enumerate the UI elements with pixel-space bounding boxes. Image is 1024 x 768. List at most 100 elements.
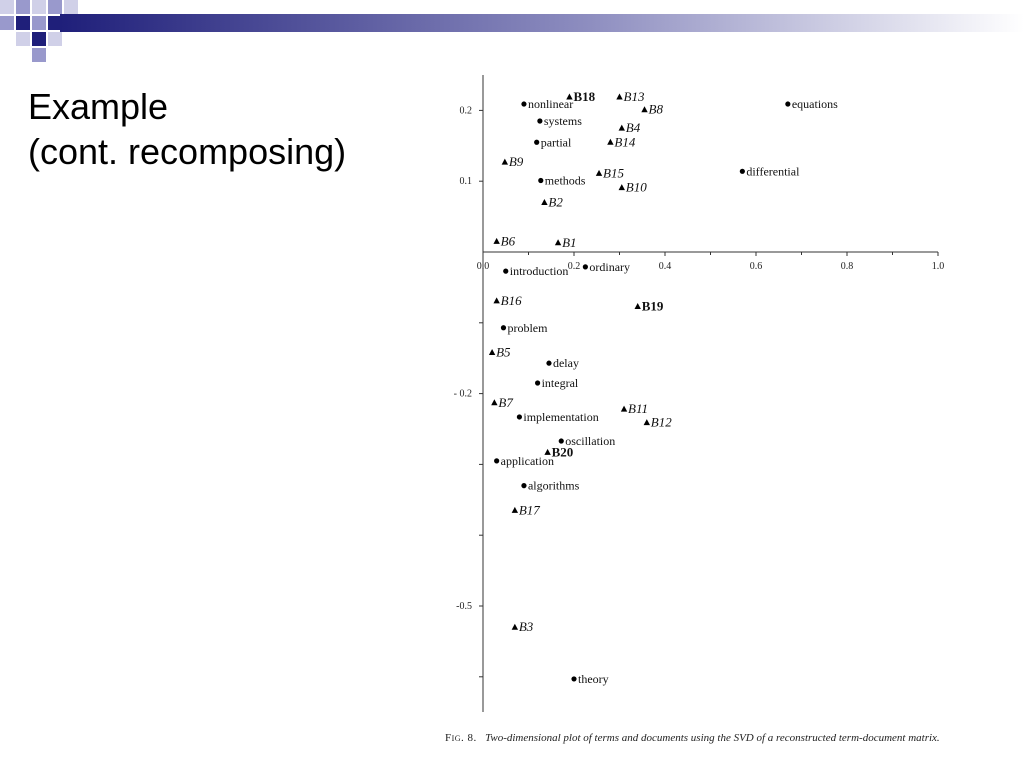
term-label: implementation [523, 410, 598, 424]
term-point [535, 380, 541, 386]
document-label: B15 [603, 165, 624, 180]
slide-title-line-2: (cont. recomposing) [28, 131, 347, 172]
banner-square [0, 0, 14, 14]
document-point [618, 124, 625, 131]
figure-caption-text: Two-dimensional plot of terms and docume… [485, 732, 940, 744]
banner-square [32, 48, 46, 62]
figure-label: Fig. 8. [445, 732, 477, 744]
document-point [616, 93, 623, 100]
term-label: introduction [510, 264, 569, 278]
banner-square [64, 0, 78, 14]
x-tick-label: 0.8 [841, 261, 854, 272]
term-label: application [501, 454, 554, 468]
banner-square [16, 16, 30, 30]
document-label: B3 [519, 619, 534, 634]
term-label: problem [507, 321, 548, 335]
document-point [634, 303, 641, 310]
banner-square [48, 16, 62, 30]
document-label: B20 [552, 444, 574, 459]
term-point [500, 325, 507, 331]
term-label: partial [541, 135, 572, 149]
term-point [582, 264, 588, 270]
document-label: B19 [642, 299, 664, 314]
document-point [491, 399, 498, 406]
y-tick-label: 0.1 [460, 176, 473, 187]
x-tick-label: 0.4 [659, 261, 672, 272]
document-label: B12 [651, 415, 672, 430]
x-tick-label: 0.2 [568, 261, 581, 272]
document-point [641, 106, 648, 113]
document-point [488, 349, 496, 356]
term-label: delay [553, 356, 579, 370]
y-tick-label: 0.2 [460, 105, 473, 116]
term-point [546, 360, 552, 366]
data-points: nonlinear systems partial methods equations d… [488, 89, 838, 686]
document-point [607, 138, 614, 145]
document-point [620, 405, 628, 412]
document-label: B10 [626, 180, 647, 195]
term-point [538, 177, 544, 184]
slide-title-line-1: Example [28, 86, 169, 127]
term-label: equations [792, 97, 838, 111]
term-label: systems [544, 114, 582, 128]
banner-square [16, 0, 30, 14]
term-point [494, 458, 500, 464]
banner-square [32, 16, 46, 30]
banner-gradient-bar [60, 14, 1024, 32]
term-point [785, 101, 791, 107]
document-point [493, 237, 500, 244]
x-tick-label: 1.0 [932, 261, 945, 272]
x-tick-label: 0.0 [477, 261, 490, 272]
y-tick-label: -0.5 [456, 601, 472, 612]
document-point [618, 184, 625, 191]
term-label: nonlinear [528, 97, 573, 111]
slide-title: Example (cont. recomposing) [28, 84, 428, 174]
document-point [541, 198, 548, 205]
banner-square [0, 16, 14, 30]
document-label: B17 [519, 502, 540, 517]
term-point [503, 268, 509, 274]
term-label: theory [578, 672, 609, 686]
document-point [643, 419, 650, 426]
document-point [493, 297, 500, 304]
y-tick-label: - 0.2 [454, 389, 472, 400]
document-label: B4 [626, 120, 641, 135]
figure-caption: Fig. 8. Two-dimensional plot of terms an… [445, 731, 985, 746]
term-label: differential [746, 164, 800, 178]
term-label: oscillation [565, 434, 615, 448]
document-label: B11 [628, 401, 648, 416]
banner-square [16, 32, 30, 46]
x-tick-label: 0.6 [750, 261, 763, 272]
document-label: B14 [614, 134, 635, 149]
term-point [521, 483, 527, 489]
x-ticks: 0.0 0.2 0.4 0.6 0.8 1.0 [477, 252, 945, 272]
document-label: B2 [548, 194, 563, 209]
document-point [544, 448, 551, 455]
document-point [501, 158, 509, 165]
banner-square [48, 0, 62, 14]
banner-square [32, 32, 46, 46]
document-label: B9 [509, 154, 524, 169]
document-point [554, 239, 562, 246]
document-point [511, 623, 519, 630]
term-point [571, 676, 577, 682]
term-label: algorithms [528, 479, 580, 493]
term-label: ordinary [589, 260, 630, 274]
document-label: B13 [624, 89, 645, 104]
title-banner [0, 0, 1024, 62]
term-point [534, 139, 540, 145]
y-ticks: 0.2 0.1 - 0.2 -0.5 [454, 105, 483, 678]
document-point [595, 169, 603, 176]
document-label: B7 [498, 395, 513, 410]
document-point [511, 506, 519, 513]
term-label: methods [545, 173, 586, 187]
document-label: B1 [562, 235, 576, 250]
document-label: B8 [649, 102, 664, 117]
document-label: B18 [573, 89, 595, 104]
term-point [521, 101, 527, 107]
term-point [739, 168, 745, 174]
term-point [558, 438, 564, 444]
banner-square [32, 0, 46, 14]
term-point [537, 118, 543, 124]
